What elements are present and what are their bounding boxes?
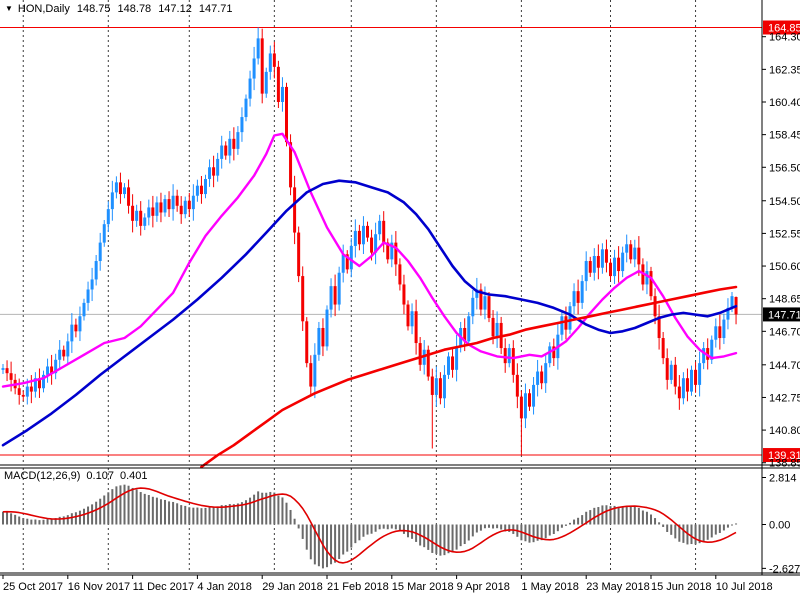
ma-slow-red [200, 285, 738, 469]
price-axis-label: 152.55 [769, 228, 800, 240]
moving-averages [1, 132, 738, 469]
time-axis-label: 15 Mar 2018 [392, 581, 454, 593]
ohlc-close: 147.71 [198, 3, 233, 15]
ohlc-open: 148.75 [76, 3, 111, 15]
panel-frames [0, 0, 800, 576]
level-lines [0, 27, 762, 456]
price-axis-label: 162.35 [769, 64, 800, 76]
macd-axis: 2.814 0.00 -2.627 [762, 473, 800, 575]
macd-panel [2, 484, 738, 569]
time-axis[interactable]: 25 Oct 2017 16 Nov 2017 11 Dec 2017 4 Jan 2… [2, 575, 773, 593]
macd-main-value: 0.107 [86, 470, 114, 482]
price-axis-label: 144.70 [769, 360, 800, 372]
level-price-tag [763, 448, 800, 463]
time-axis-label: 25 Oct 2017 [3, 581, 63, 593]
price-axis-label: 148.65 [769, 294, 800, 306]
price-axis-label: 150.60 [769, 261, 800, 273]
macd-axis-label: -2.627 [769, 563, 800, 575]
price-axis-label: 154.50 [769, 196, 800, 208]
macd-signal-line [2, 487, 737, 564]
price-axis-label: 142.75 [769, 392, 800, 404]
symbol-period-label: HON,Daily [17, 3, 70, 15]
ohlc-high: 148.78 [117, 3, 152, 15]
current-price-tag [763, 307, 800, 322]
macd-histogram [2, 484, 738, 569]
macd-axis-label: 0.00 [769, 520, 790, 532]
price-tag-text: 164.85 [768, 23, 800, 35]
time-axis-label: 11 Dec 2017 [133, 581, 195, 593]
ohlc-low: 147.12 [158, 3, 192, 15]
price-axis-label: 138.85 [769, 458, 800, 470]
time-axis-label: 29 Jan 2018 [262, 581, 323, 593]
time-axis-label: 1 May 2018 [521, 581, 578, 593]
symbol-dropdown-icon[interactable]: ▼ [5, 4, 13, 13]
macd-name: MACD(12,26,9) [4, 470, 81, 482]
ma-mid-blue [1, 179, 738, 447]
price-axis-label: 146.70 [769, 326, 800, 338]
time-axis-label: 4 Jan 2018 [197, 581, 251, 593]
macd-signal-value: 0.401 [119, 470, 148, 482]
price-axis-label: 164.30 [769, 32, 800, 44]
level-price-tag [763, 20, 800, 35]
time-axis-label: 21 Feb 2018 [327, 581, 389, 593]
macd-axis-label: 2.814 [769, 473, 797, 485]
macd-indicator-label: MACD(12,26,9) 0.107 0.401 [4, 470, 147, 482]
price-tag-text: 139.31 [768, 450, 800, 462]
candles-layer [1, 27, 738, 456]
price-axis-label: 160.40 [769, 97, 800, 109]
price-axis-label: 158.45 [769, 130, 800, 142]
price-tag-text: 147.71 [768, 309, 800, 321]
ma-fast-magenta [1, 132, 738, 388]
time-axis-label: 15 Jun 2018 [651, 581, 712, 593]
price-axis-label: 140.80 [769, 425, 800, 437]
time-axis-label: 23 May 2018 [586, 581, 650, 593]
time-axis-label: 9 Apr 2018 [457, 581, 510, 593]
time-axis-label: 16 Nov 2017 [68, 581, 130, 593]
chart-title: ▼ HON,Daily 148.75 148.78 147.12 147.71 [5, 3, 233, 15]
price-axis-label: 156.50 [769, 162, 800, 174]
time-axis-label: 10 Jul 2018 [716, 581, 773, 593]
